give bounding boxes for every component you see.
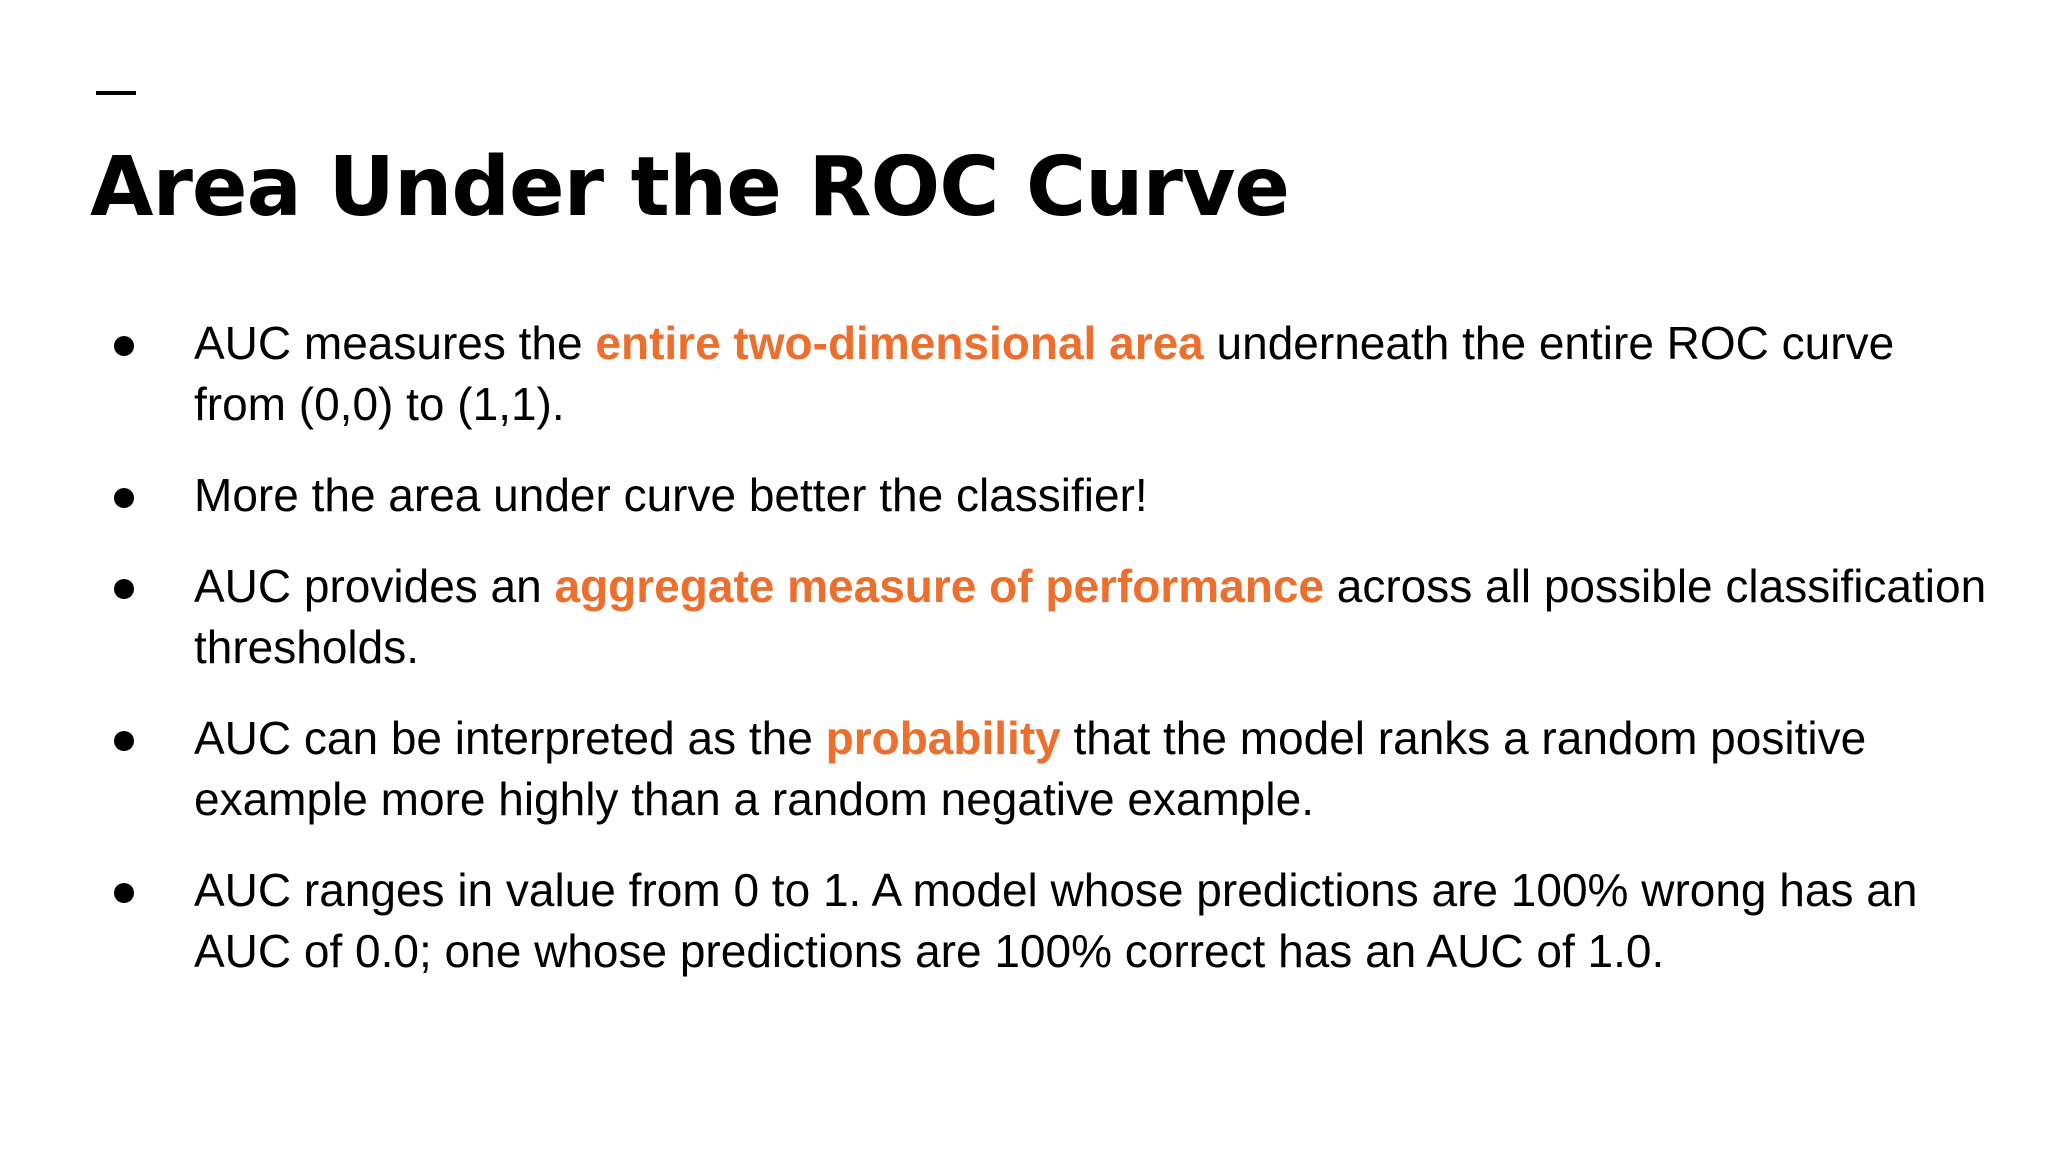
title-accent-dash	[96, 91, 136, 95]
bullet-text: across all possible classification thres…	[194, 560, 1987, 673]
bullet-text: AUC measures the	[194, 317, 596, 369]
bullet-text: More the area under curve better the cla…	[194, 469, 1148, 521]
bullet-text: AUC provides an	[194, 560, 555, 612]
bullet-text: AUC ranges in value from 0 to 1. A model…	[194, 864, 1918, 977]
bullet-dot-icon	[114, 336, 134, 356]
bullet-text: underneath the entire ROC curve from (0,…	[194, 317, 1895, 430]
bullet-dot-icon	[114, 579, 134, 599]
bullet-dot-icon	[114, 883, 134, 903]
bullet-item: AUC measures the entire two-dimensional …	[110, 313, 1990, 435]
bullet-item: More the area under curve better the cla…	[110, 465, 1990, 526]
bullet-item: AUC can be interpreted as the probabilit…	[110, 708, 1990, 830]
bullet-item: AUC ranges in value from 0 to 1. A model…	[110, 860, 1990, 982]
bullet-text: that the model ranks a random positive e…	[194, 712, 1867, 825]
bullet-highlight: probability	[825, 712, 1061, 764]
bullet-text: AUC can be interpreted as the	[194, 712, 826, 764]
bullet-dot-icon	[114, 488, 134, 508]
bullet-list: AUC measures the entire two-dimensional …	[110, 313, 1990, 1012]
bullet-highlight: aggregate measure of performance	[554, 560, 1325, 612]
slide-title: Area Under the ROC Curve	[90, 140, 1290, 235]
bullet-dot-icon	[114, 731, 134, 751]
bullet-highlight: entire two-dimensional area	[595, 317, 1204, 369]
bullet-item: AUC provides an aggregate measure of per…	[110, 556, 1990, 678]
